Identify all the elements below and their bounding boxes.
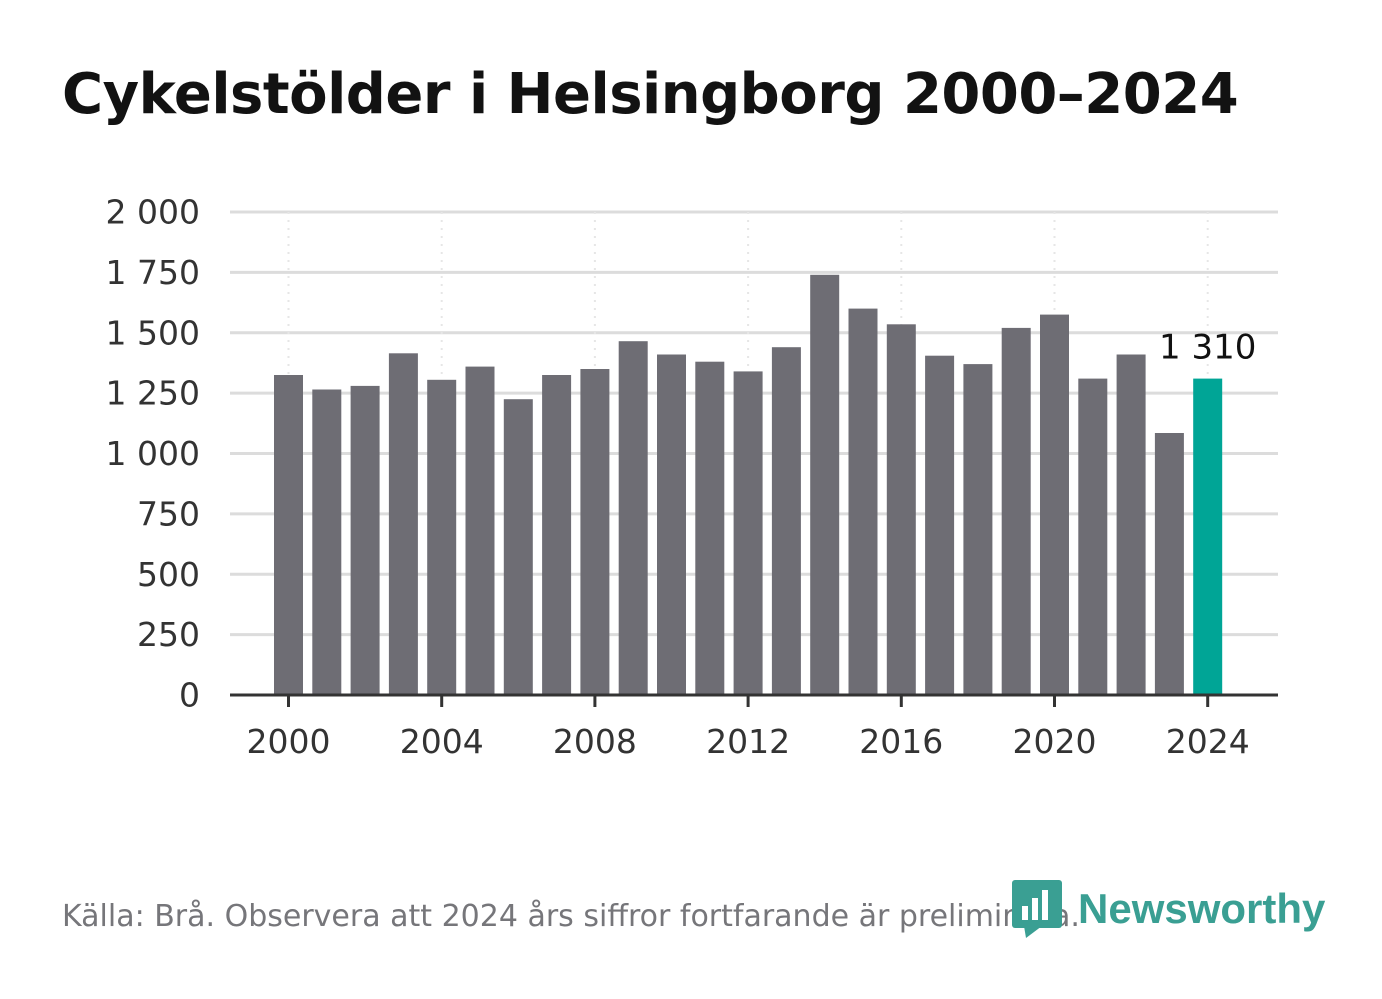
bar [542, 375, 572, 695]
x-axis-tick-labels: 2000 2004 2008 2012 2016 2020 2024 [247, 722, 1250, 761]
bar [274, 375, 303, 695]
y-tick-label: 1 250 [106, 374, 200, 413]
y-tick-label: 1 750 [106, 253, 200, 292]
y-tick-label: 250 [137, 615, 200, 654]
bar [1116, 354, 1146, 695]
bar [963, 364, 993, 695]
bar [350, 385, 380, 695]
bar [503, 399, 533, 695]
chart-title: Cykelstölder i Helsingborg 2000–2024 [62, 62, 1239, 127]
x-tick-label: 2012 [706, 722, 790, 761]
y-tick-label: 1 500 [106, 313, 200, 352]
bar [848, 308, 878, 695]
bar-highlighted [1193, 378, 1223, 695]
bar [1154, 433, 1184, 695]
bar [925, 355, 955, 695]
bar [810, 274, 840, 695]
y-axis-tick-labels: 0 250 500 750 1 000 1 250 1 500 1 750 2 000 [106, 193, 200, 715]
bar [695, 361, 725, 695]
bar [657, 354, 686, 695]
bar [312, 389, 342, 695]
y-tick-label: 0 [179, 676, 200, 715]
bar [886, 324, 916, 695]
x-tick-label: 2024 [1166, 722, 1250, 761]
newsworthy-logo-icon [1012, 880, 1062, 938]
bars [274, 274, 1223, 695]
y-tick-label: 2 000 [106, 193, 200, 232]
data-labels: 1 310 [1159, 328, 1256, 368]
bar [427, 379, 457, 695]
bar-chart: 0 250 500 750 1 000 1 250 1 500 1 750 2 000 2000… [106, 193, 1278, 761]
y-tick-label: 500 [137, 555, 200, 594]
bar [580, 369, 610, 695]
x-axis [230, 693, 1278, 707]
bar [1001, 327, 1031, 695]
x-tick-label: 2000 [247, 722, 331, 761]
y-tick-label: 1 000 [106, 434, 200, 473]
bar [388, 353, 418, 695]
bar [771, 347, 801, 695]
bar [618, 341, 648, 695]
source-note: Källa: Brå. Observera att 2024 års siffr… [62, 899, 1080, 934]
brand-name: Newsworthy [1078, 885, 1326, 932]
bar [1040, 314, 1069, 695]
brand-logo: Newsworthy [1012, 880, 1325, 938]
bar [1078, 378, 1108, 695]
bar [465, 366, 495, 695]
x-tick-label: 2020 [1013, 722, 1097, 761]
x-tick-label: 2004 [400, 722, 484, 761]
x-tick-label: 2016 [859, 722, 943, 761]
x-tick-label: 2008 [553, 722, 637, 761]
data-label-highlight: 1 310 [1159, 328, 1256, 368]
bar [733, 371, 763, 695]
y-tick-label: 750 [137, 494, 200, 533]
